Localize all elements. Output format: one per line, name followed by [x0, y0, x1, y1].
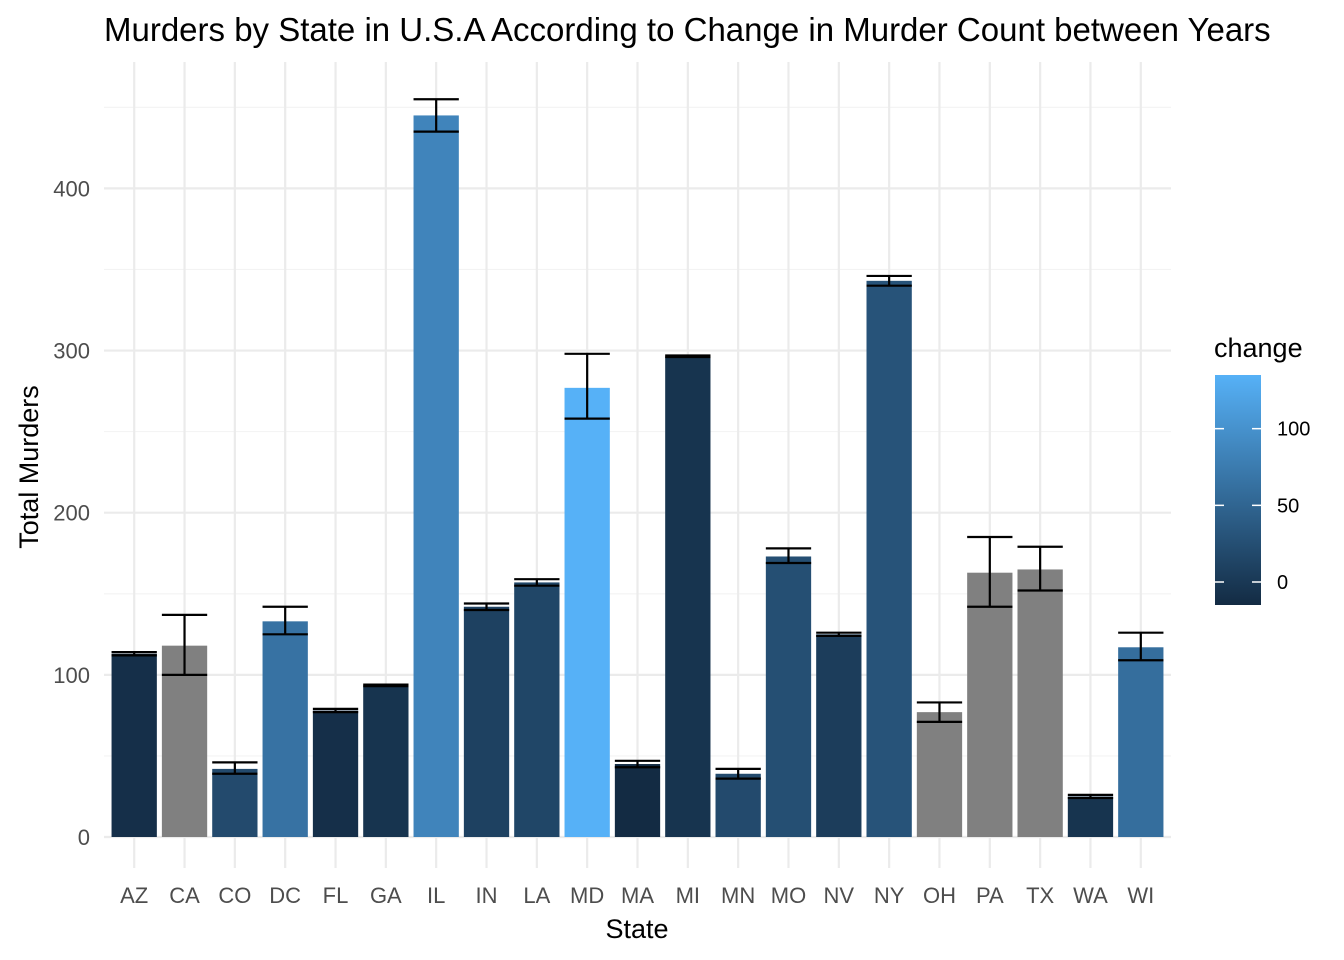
y-tick-label: 100	[53, 663, 90, 688]
x-tick-label: FL	[323, 883, 349, 908]
error-bar-co	[212, 761, 258, 775]
bar-la	[514, 582, 560, 837]
x-tick-label: AZ	[120, 883, 148, 908]
legend-ticks: 0 50 100	[1215, 419, 1310, 594]
error-bar-mn	[715, 767, 761, 780]
bar-ca	[161, 645, 208, 837]
bar-mn	[715, 773, 761, 837]
bar-md	[564, 387, 610, 837]
x-tick-label: PA	[976, 883, 1004, 908]
x-tick-label: IL	[427, 883, 445, 908]
error-bar-mi	[665, 354, 711, 359]
bar-dc	[262, 621, 308, 837]
x-tick-labels: AZ CA CO DC FL GA IL IN LA MD MA MI MN MO NV NY OH PA TX WA…	[120, 883, 1154, 908]
error-bar-oh	[916, 701, 963, 723]
y-tick-label: 300	[53, 339, 90, 364]
chart-title: Murders by State in U.S.A According to C…	[104, 11, 1271, 48]
x-tick-label: DC	[269, 883, 301, 908]
x-tick-label: OH	[923, 883, 956, 908]
x-tick-label: WI	[1127, 883, 1154, 908]
error-bar-md	[564, 352, 610, 420]
bar-in	[463, 606, 510, 837]
error-bar-wa	[1067, 793, 1114, 800]
y-tick-label: 0	[78, 825, 90, 850]
error-bar-ca	[161, 613, 208, 676]
bar-az	[111, 653, 157, 837]
bar-wi	[1118, 647, 1164, 837]
x-tick-label: WA	[1073, 883, 1108, 908]
bar-nv	[816, 634, 862, 837]
x-tick-label: MI	[676, 883, 700, 908]
bar-oh	[916, 712, 963, 837]
x-tick-label: MA	[621, 883, 654, 908]
bar-pa	[967, 572, 1013, 837]
bars	[111, 115, 1164, 838]
x-tick-label: MO	[771, 883, 806, 908]
error-bar-la	[514, 578, 560, 587]
x-tick-label: NV	[824, 883, 855, 908]
error-bar-il	[413, 98, 459, 133]
error-bar-mo	[765, 547, 812, 565]
error-bars	[111, 98, 1164, 800]
x-tick-label: LA	[523, 883, 550, 908]
x-axis-title: State	[605, 914, 668, 944]
y-tick-label: 400	[53, 176, 90, 201]
error-bar-wi	[1118, 631, 1164, 662]
bar-co	[212, 768, 258, 837]
x-tick-label: MD	[570, 883, 604, 908]
bar-il	[413, 115, 459, 838]
error-bar-ma	[614, 759, 661, 769]
bar-mo	[765, 556, 812, 837]
error-bar-in	[463, 602, 510, 612]
y-tick-label: 200	[53, 501, 90, 526]
error-bar-dc	[262, 605, 308, 636]
legend-tick-label: 100	[1277, 419, 1310, 441]
error-bar-ga	[363, 683, 409, 688]
x-tick-label: IN	[476, 883, 498, 908]
error-bar-tx	[1017, 545, 1063, 592]
x-tick-label: NY	[874, 883, 905, 908]
error-bar-nv	[816, 631, 862, 638]
x-tick-label: CO	[218, 883, 251, 908]
bar-fl	[312, 710, 359, 837]
error-bar-pa	[967, 535, 1013, 608]
x-tick-label: TX	[1026, 883, 1054, 908]
bar-mi	[665, 357, 711, 837]
error-bar-az	[111, 651, 157, 657]
y-tick-labels: 0 100 200 300 400	[53, 176, 90, 850]
color-legend: change 0 50 100	[1214, 333, 1310, 605]
legend-tick-label: 0	[1277, 572, 1288, 594]
x-tick-label: MN	[721, 883, 755, 908]
y-axis-title: Total Murders	[14, 385, 44, 549]
bar-tx	[1017, 569, 1063, 837]
bar-wa	[1067, 796, 1114, 837]
legend-title: change	[1214, 333, 1303, 363]
bar-ny	[866, 280, 912, 837]
legend-colorbar	[1215, 375, 1261, 605]
bar-ma	[614, 764, 661, 837]
error-bar-ny	[866, 274, 912, 287]
error-bar-fl	[312, 707, 359, 714]
bar-ga	[363, 686, 409, 837]
x-tick-label: CA	[169, 883, 200, 908]
legend-tick-label: 50	[1277, 495, 1299, 517]
x-tick-label: GA	[370, 883, 402, 908]
